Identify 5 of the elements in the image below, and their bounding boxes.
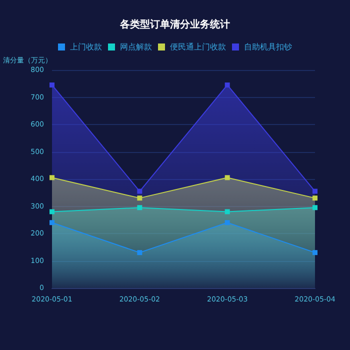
legend-label: 自助机具扣钞 xyxy=(244,42,292,52)
legend-label: 便民通上门收款 xyxy=(170,42,226,52)
chart-title: 各类型订单清分业务统计 xyxy=(119,18,230,30)
legend-label: 上门收款 xyxy=(70,42,102,52)
legend-label: 网点解款 xyxy=(120,42,152,52)
